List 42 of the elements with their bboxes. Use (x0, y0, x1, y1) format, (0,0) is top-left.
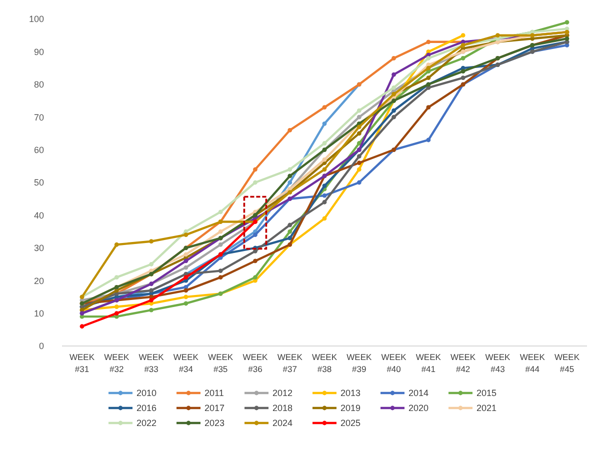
legend-label: 2017 (204, 403, 225, 414)
y-tick-label: 30 (34, 243, 44, 254)
x-tick-label: WEEK #34 (173, 352, 199, 374)
legend-label: 2021 (476, 403, 497, 414)
y-tick-label: 0 (38, 341, 44, 352)
x-tick-label: WEEK #32 (104, 352, 130, 374)
legend-label: 2011 (204, 388, 224, 398)
y-tick-label: 90 (34, 46, 44, 57)
x-tick-label: WEEK #36 (242, 352, 268, 374)
x-tick-label: WEEK #35 (208, 352, 234, 374)
x-tick-label: WEEK #45 (554, 352, 580, 374)
x-tick-label: WEEK #42 (450, 352, 476, 374)
y-tick-label: 60 (34, 144, 44, 155)
legend-label: 2023 (204, 418, 225, 428)
legend-label: 2014 (408, 388, 429, 398)
legend-label: 2024 (272, 418, 293, 428)
x-tick-label: WEEK #37 (277, 352, 303, 374)
y-tick-label: 10 (34, 308, 44, 318)
x-tick-label: WEEK #40 (381, 352, 407, 374)
x-tick-label: WEEK #44 (520, 352, 546, 374)
y-tick-label: 20 (34, 276, 44, 286)
legend-label: 2022 (136, 418, 157, 428)
legend-label: 2019 (340, 403, 361, 414)
x-tick-label: WEEK #43 (485, 352, 511, 374)
x-tick-label: WEEK #39 (346, 352, 372, 374)
legend-label: 2015 (476, 388, 497, 398)
x-tick-label: WEEK #38 (312, 352, 338, 374)
legend-label: 2025 (340, 418, 361, 428)
legend-label: 2013 (340, 388, 361, 398)
y-tick-label: 40 (34, 210, 44, 220)
x-tick-label: WEEK #33 (138, 352, 164, 374)
legend-label: 2018 (272, 403, 293, 414)
x-tick-label: WEEK #41 (416, 352, 442, 374)
legend-label: 2012 (272, 388, 293, 398)
y-tick-label: 70 (34, 112, 44, 122)
x-tick-label: WEEK #31 (69, 352, 95, 374)
y-tick-label: 100 (28, 14, 44, 24)
y-tick-label: 50 (34, 178, 44, 188)
legend-label: 2016 (136, 403, 157, 414)
y-tick-label: 80 (34, 80, 44, 90)
legend-label: 2010 (136, 388, 157, 398)
legend-label: 2020 (408, 403, 429, 414)
